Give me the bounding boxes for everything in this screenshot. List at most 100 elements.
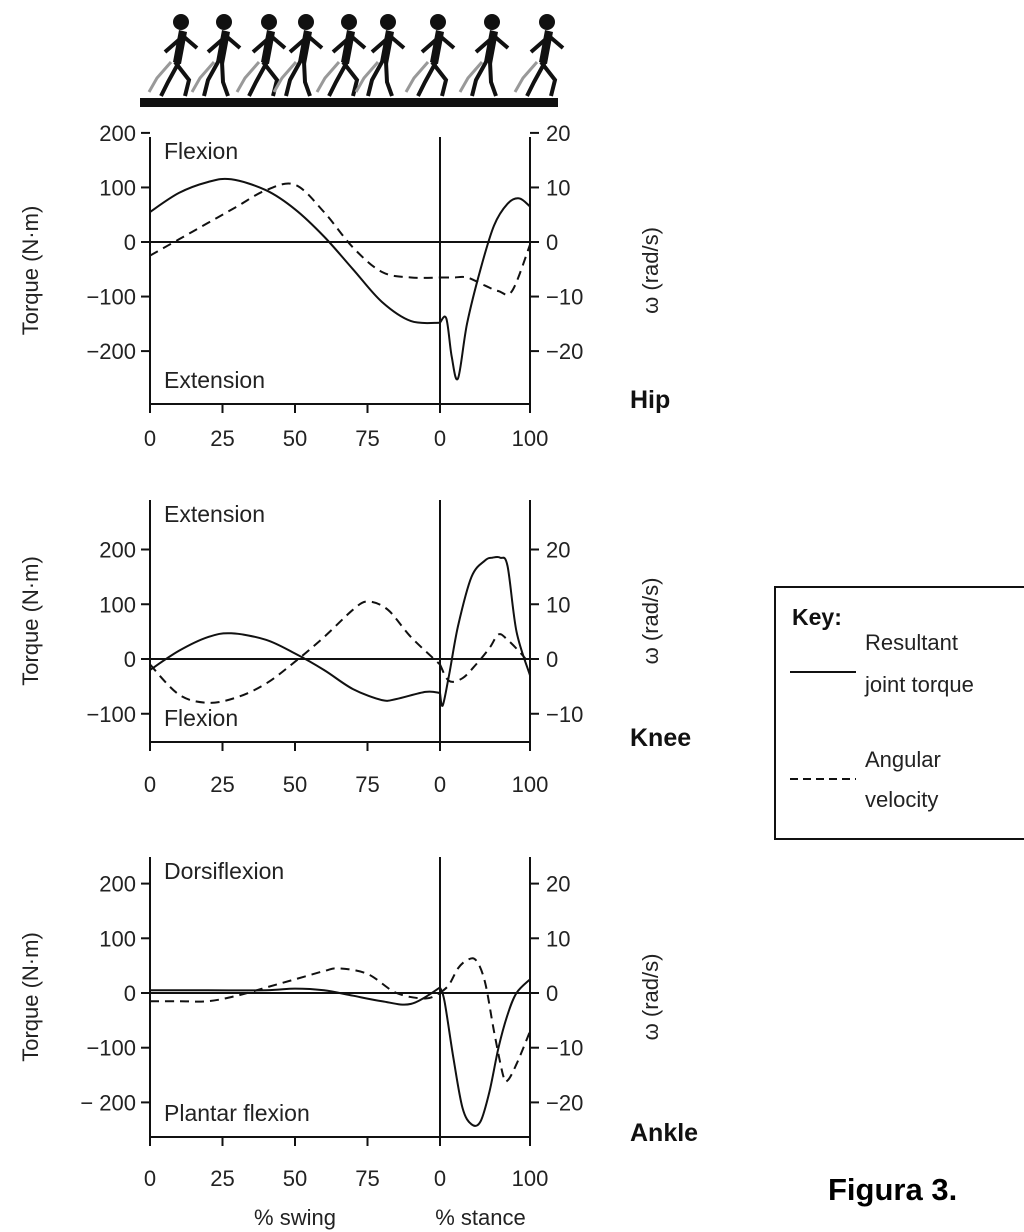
x-tick-label-stance: 0 [434, 426, 446, 451]
y-tick-label: 100 [99, 592, 136, 617]
runner-arms [288, 34, 324, 54]
x-tick-label-swing: 0 [144, 772, 156, 797]
y2-tick-label: −20 [546, 1090, 583, 1115]
runner-legs-trailing [354, 61, 380, 93]
torque-line-stance [439, 978, 531, 1127]
x-tick-label-swing: 75 [355, 426, 379, 451]
y2-tick-label: 0 [546, 981, 558, 1006]
legend-item-velocity-line2: velocity [865, 787, 938, 812]
x-axis-title-swing: % swing [254, 1205, 336, 1230]
joint-label: Knee [630, 724, 691, 752]
runner-figure [513, 14, 565, 97]
x-tick-label-stance: 100 [512, 426, 549, 451]
y-tick-label: 200 [99, 872, 136, 897]
y2-tick-label: −10 [546, 702, 583, 727]
runner-legs-trailing [315, 61, 341, 93]
ground-bar [140, 98, 558, 107]
y2-tick-label: 10 [546, 175, 570, 200]
runner-arms [529, 34, 565, 54]
runner-legs-trailing [513, 61, 539, 93]
x-tick-label-stance: 100 [512, 1166, 549, 1191]
runner-legs-trailing [272, 61, 298, 93]
runner-head [298, 14, 314, 30]
legend-item-velocity-line1: Angular [865, 747, 941, 772]
y2-tick-label: 0 [546, 647, 558, 672]
legend-item-torque-line2: joint torque [864, 672, 974, 697]
y-tick-label: 0 [124, 647, 136, 672]
runner-legs-trailing [404, 61, 430, 93]
region-label-bottom: Plantar flexion [164, 1100, 310, 1126]
x-axis-title-stance: % stance [435, 1205, 526, 1230]
y2-tick-label: 10 [546, 926, 570, 951]
runner-legs-trailing [190, 61, 216, 93]
figure-caption: Figura 3. [828, 1172, 957, 1207]
y2-tick-label: −20 [546, 339, 583, 364]
runner-legs-trailing [147, 61, 173, 93]
y-axis-title-left: Torque (N·m) [18, 932, 43, 1062]
y-tick-label: 0 [124, 230, 136, 255]
runner-sequence-illustration [147, 14, 565, 97]
runner-legs [470, 61, 498, 97]
torque-line-stance [439, 555, 531, 707]
y-tick-label: 100 [99, 926, 136, 951]
runner-arms [206, 34, 242, 54]
runner-legs [327, 60, 360, 97]
runner-legs [416, 60, 449, 97]
joint-label: Hip [630, 386, 670, 414]
runner-arms [251, 34, 287, 54]
runner-legs-trailing [458, 61, 484, 93]
torque-line-swing [150, 986, 441, 1006]
runner-legs [525, 60, 558, 97]
x-tick-label-swing: 75 [355, 1166, 379, 1191]
y2-tick-label: −10 [546, 1036, 583, 1061]
runner-legs [366, 61, 394, 97]
angular-velocity-line-swing [150, 967, 441, 1003]
legend-title: Key: [792, 604, 842, 630]
x-tick-label-swing: 75 [355, 772, 379, 797]
legend-key: Key: Resultant joint torque Angular velo… [774, 586, 1024, 840]
runner-head [430, 14, 446, 30]
region-label-bottom: Extension [164, 367, 265, 393]
x-tick-label-swing: 25 [210, 772, 234, 797]
runner-arms [370, 34, 406, 54]
x-tick-label-swing: 50 [283, 426, 307, 451]
runner-figure [404, 14, 456, 97]
x-tick-label-stance: 0 [434, 1166, 446, 1191]
y-tick-label: 0 [124, 981, 136, 1006]
region-label-top: Dorsiflexion [164, 858, 284, 884]
torque-line-stance [439, 197, 531, 381]
x-tick-label-swing: 50 [283, 772, 307, 797]
runner-legs [202, 61, 230, 97]
runner-legs [284, 61, 312, 97]
y-axis-title-left: Torque (N·m) [18, 206, 43, 336]
runner-head [173, 14, 189, 30]
joint-label: Ankle [630, 1119, 698, 1147]
y-tick-label: −200 [86, 339, 136, 364]
angular-velocity-line-swing [149, 600, 441, 704]
y-tick-label: 200 [99, 121, 136, 146]
legend-box [774, 586, 1024, 840]
runner-figure [458, 14, 510, 97]
y2-tick-label: 20 [546, 538, 570, 563]
y-tick-label: 100 [99, 175, 136, 200]
runner-figure [147, 14, 199, 97]
y-axis-title-right: ω (rad/s) [638, 578, 663, 665]
runner-figure [190, 14, 242, 97]
y2-tick-label: 20 [546, 121, 570, 146]
y2-tick-label: −10 [546, 285, 583, 310]
runner-arms [474, 34, 510, 54]
runner-head [380, 14, 396, 30]
x-tick-label-swing: 50 [283, 1166, 307, 1191]
y-tick-label: 200 [99, 538, 136, 563]
angular-velocity-line-swing [149, 182, 441, 279]
y-axis-title-right: ω (rad/s) [638, 227, 663, 314]
runner-head [341, 14, 357, 30]
runner-figure [354, 14, 406, 97]
runner-arms [163, 34, 199, 54]
runner-legs [159, 60, 192, 97]
torque-line-swing [149, 632, 441, 702]
runner-head [216, 14, 232, 30]
x-tick-label-swing: 0 [144, 1166, 156, 1191]
